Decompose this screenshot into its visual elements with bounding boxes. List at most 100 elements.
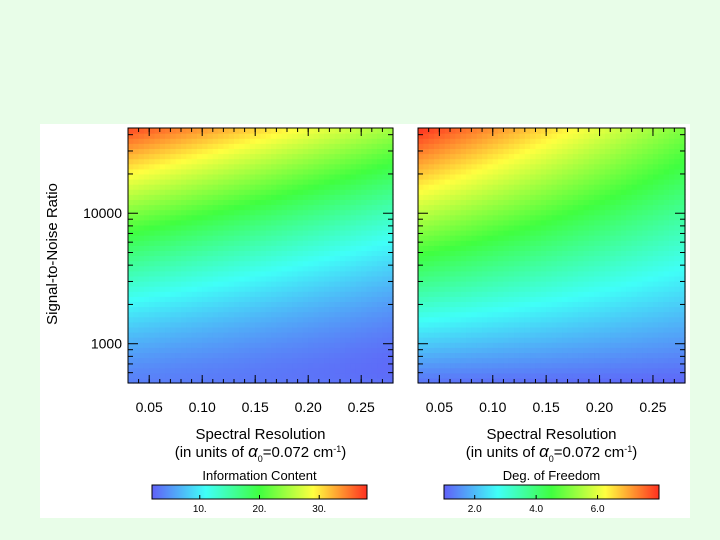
left-heatmap-cell bbox=[212, 194, 219, 200]
left-heatmap-cell bbox=[196, 265, 203, 272]
right-heatmap-cell bbox=[444, 219, 451, 226]
left-heatmap-cell bbox=[302, 138, 309, 144]
left-heatmap-cell bbox=[361, 332, 368, 338]
left-heatmap-cell bbox=[234, 230, 240, 236]
right-heatmap-cell bbox=[647, 179, 654, 185]
right-heatmap-cell bbox=[466, 240, 472, 246]
right-heatmap-cell bbox=[466, 372, 472, 379]
right-heatmap-cell bbox=[455, 306, 462, 313]
right-heatmap-cell bbox=[540, 332, 547, 338]
right-heatmap-cell bbox=[519, 352, 526, 359]
left-heatmap-cell bbox=[207, 342, 214, 348]
right-heatmap-cell bbox=[428, 173, 435, 180]
right-heatmap-cell bbox=[444, 347, 451, 353]
left-heatmap-cell bbox=[244, 337, 251, 343]
right-heatmap-cell bbox=[642, 204, 649, 211]
right-heatmap-cell bbox=[631, 245, 638, 251]
left-heatmap-cell bbox=[196, 332, 203, 338]
right-heatmap-cell bbox=[620, 173, 627, 180]
left-heatmap-cell bbox=[387, 214, 394, 221]
right-heatmap-cell bbox=[631, 224, 638, 231]
right-heatmap-cell bbox=[631, 352, 638, 359]
right-heatmap-cell bbox=[631, 281, 638, 287]
left-heatmap-cell bbox=[265, 158, 272, 165]
left-heatmap-cell bbox=[175, 357, 182, 364]
right-heatmap-cell bbox=[498, 133, 505, 139]
right-heatmap-cell bbox=[476, 148, 483, 155]
left-heatmap-cell bbox=[228, 235, 235, 241]
right-heatmap-cell bbox=[471, 168, 478, 175]
left-heatmap-cell bbox=[143, 148, 150, 155]
right-heatmap-cell bbox=[556, 321, 563, 328]
left-heatmap-cell bbox=[308, 372, 315, 379]
left-heatmap-cell bbox=[308, 296, 315, 302]
right-heatmap-cell bbox=[594, 332, 601, 338]
right-heatmap-cell bbox=[620, 250, 627, 257]
right-heatmap-cell bbox=[631, 173, 638, 180]
right-heatmap-cell bbox=[615, 372, 622, 379]
left-heatmap-cell bbox=[186, 316, 193, 323]
left-heatmap-cell bbox=[175, 184, 182, 190]
right-heatmap-cell bbox=[535, 138, 542, 144]
right-heatmap-cell bbox=[588, 148, 595, 155]
right-heatmap-cell bbox=[492, 214, 499, 221]
left-heatmap-cell bbox=[387, 179, 394, 185]
right-heatmap-cell bbox=[642, 189, 649, 195]
right-heatmap-cell bbox=[492, 153, 499, 160]
right-heatmap-cell bbox=[466, 362, 472, 369]
right-heatmap-cell bbox=[588, 306, 595, 313]
right-heatmap-cell bbox=[535, 306, 542, 313]
left-heatmap-cell bbox=[308, 179, 315, 185]
left-heatmap-cell bbox=[340, 286, 346, 292]
right-heatmap-cell bbox=[604, 352, 611, 359]
right-heatmap-cell bbox=[631, 148, 638, 155]
left-heatmap-cell bbox=[350, 224, 357, 231]
right-heatmap-cell bbox=[514, 372, 521, 379]
right-heatmap-cell bbox=[551, 214, 558, 221]
right-heatmap-cell bbox=[652, 138, 659, 144]
right-heatmap-cell bbox=[434, 321, 440, 328]
left-heatmap-cell bbox=[196, 255, 203, 262]
right-heatmap-cell bbox=[418, 219, 424, 226]
left-heatmap-cell bbox=[260, 194, 267, 200]
left-heatmap-cell bbox=[361, 296, 368, 302]
left-heatmap-cell bbox=[170, 219, 177, 226]
left-heatmap-cell bbox=[297, 189, 304, 195]
right-heatmap-cell bbox=[652, 240, 659, 246]
left-heatmap-cell bbox=[138, 128, 145, 134]
right-heatmap-cell bbox=[476, 332, 483, 338]
left-heatmap-cell bbox=[308, 352, 315, 359]
left-heatmap-cell bbox=[223, 306, 230, 313]
left-heatmap-cell bbox=[165, 214, 171, 221]
right-heatmap-cell bbox=[604, 377, 611, 384]
right-heatmap-cell bbox=[626, 163, 633, 170]
left-heatmap-cell bbox=[128, 143, 134, 149]
left-heatmap-cell bbox=[165, 260, 171, 267]
right-heatmap-cell bbox=[455, 214, 462, 221]
right-heatmap-cell bbox=[428, 153, 435, 160]
right-heatmap-cell bbox=[476, 265, 483, 272]
right-heatmap-cell bbox=[519, 240, 526, 246]
left-heatmap-cell bbox=[308, 377, 315, 384]
left-heatmap-cell bbox=[371, 179, 378, 185]
right-heatmap-cell bbox=[450, 352, 456, 359]
right-heatmap-cell bbox=[626, 194, 633, 200]
right-heatmap-cell bbox=[535, 275, 542, 282]
right-heatmap-cell bbox=[631, 204, 638, 211]
right-heatmap-cell bbox=[487, 138, 494, 144]
left-heatmap-cell bbox=[297, 245, 304, 251]
left-heatmap-cell bbox=[271, 235, 277, 241]
right-heatmap-cell bbox=[594, 357, 601, 364]
left-heatmap-cell bbox=[191, 286, 198, 292]
right-heatmap-cell bbox=[434, 158, 440, 165]
right-heatmap-cell bbox=[428, 204, 435, 211]
left-heatmap-cell bbox=[181, 194, 187, 200]
left-heatmap-cell bbox=[313, 301, 320, 308]
right-heatmap-cell bbox=[476, 321, 483, 328]
right-heatmap-cell bbox=[546, 230, 553, 236]
left-heatmap-cell bbox=[308, 199, 315, 206]
right-heatmap-cell bbox=[540, 342, 547, 348]
left-heatmap-cell bbox=[186, 128, 193, 134]
left-heatmap-cell bbox=[287, 301, 293, 308]
right-heatmap-cell bbox=[466, 148, 472, 155]
